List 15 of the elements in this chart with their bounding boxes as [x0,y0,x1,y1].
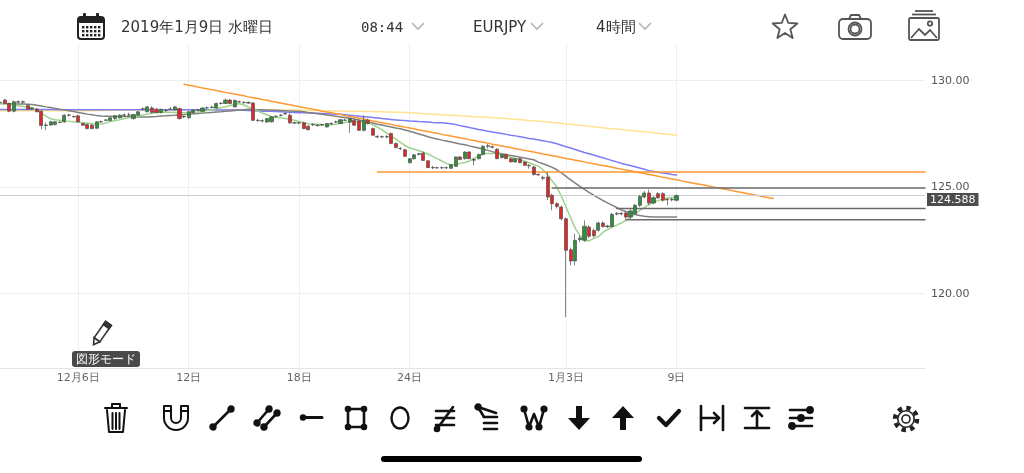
x-tick-label: 18日 [286,371,312,384]
chart-subtitle: 4時間 [596,17,636,37]
y-tick-label: 130.00 [931,73,970,87]
x-tick-label: 1月3日 [548,371,585,384]
y-tick-label: 120.00 [931,286,970,300]
x-tick-label: 12月6日 [56,371,100,384]
x-tick-label: 12日 [176,371,202,384]
ref-line-label: 124.588 [930,193,976,207]
text: 2019年1月9日 水曜日 [121,17,274,37]
annotation: 図形モード [72,351,140,367]
y-tick-label: 125.00 [931,180,970,194]
text: 08:44 [361,18,404,37]
x-tick-label: 9日 [667,371,686,384]
x-tick-label: 24日 [397,371,423,384]
chart-title: EURJPY [473,17,527,37]
